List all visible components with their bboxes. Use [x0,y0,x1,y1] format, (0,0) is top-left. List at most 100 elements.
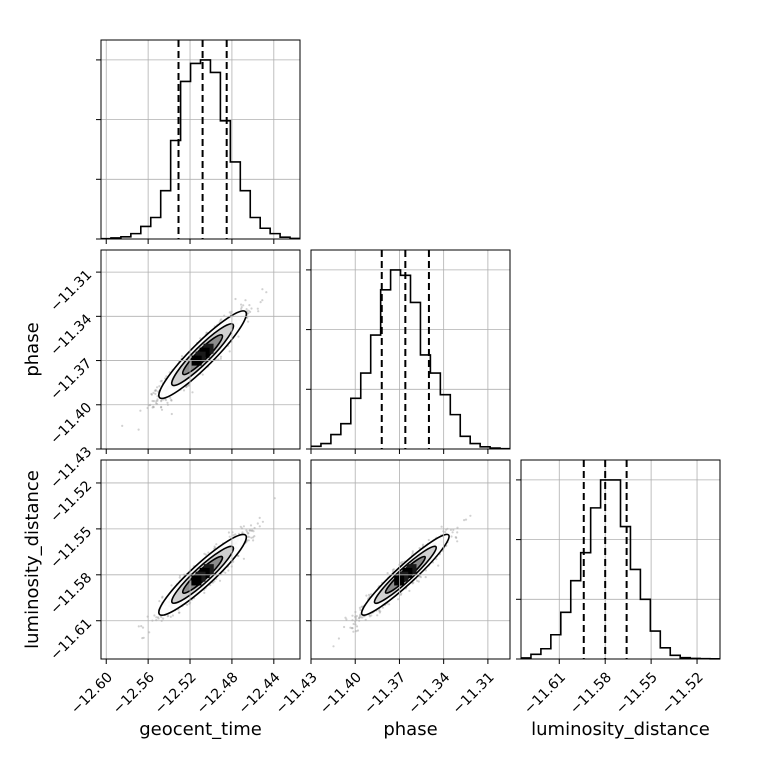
sample-point [153,389,156,392]
sample-point [228,535,231,538]
sample-point [219,357,222,360]
sample-point [247,532,250,535]
sample-point [227,569,230,572]
sample-point [379,610,382,613]
sample-point [368,615,371,618]
axes-frame [100,39,301,240]
sample-point [156,399,159,402]
sample-point [400,592,403,595]
sample-point [358,616,361,619]
sample-point [205,331,208,334]
sample-point [240,303,243,306]
sample-point [355,630,358,633]
sample-point [376,614,379,617]
sample-point [355,614,358,618]
sample-point [213,580,216,583]
sample-point [191,391,194,394]
scatter-panel-geocent_time-vs-luminosity_distance [96,459,301,664]
sample-point [215,543,218,546]
sample-point [455,536,458,540]
sample-point [160,379,163,382]
sample-point [232,534,235,537]
sample-point [378,609,381,612]
sample-point [360,616,363,619]
sample-point [469,514,472,517]
panel-content [121,288,268,431]
sample-point [349,626,352,629]
sample-point [257,310,260,313]
sample-point [265,291,268,294]
sample-point [158,385,161,388]
sample-point [367,593,371,596]
grid [101,460,300,659]
sample-point [186,603,189,606]
sample-point [169,615,172,619]
density-core-cell [191,575,202,586]
x-tick-label: −11.43 [273,669,321,717]
sample-point [391,568,394,572]
sample-point [219,319,222,322]
sample-point [361,616,364,619]
histogram-step [101,59,300,240]
sample-point [249,524,253,527]
sample-point [170,398,173,401]
sample-point [245,530,249,533]
sample-point [248,529,251,532]
sample-point [244,299,247,302]
sample-point [408,589,411,593]
sample-point [156,386,159,389]
y-tick-label: −11.58 [47,570,95,618]
sample-point [187,384,190,387]
sample-point [203,552,206,555]
sample-point [444,531,447,534]
sample-point [249,310,252,313]
sample-point [261,288,264,291]
sample-point [250,307,253,310]
axes-frame [310,459,511,660]
sample-point [378,611,381,614]
histogram-geocent_time [96,39,301,244]
panel-content [137,497,276,640]
sample-point [228,350,231,353]
sample-point [350,627,353,630]
sample-point [241,531,244,534]
sample-point [417,580,420,583]
sample-point [421,543,425,546]
sample-point [224,571,227,574]
sample-point [411,582,414,585]
panel-content [332,514,472,648]
sample-point [166,401,169,404]
sample-point [416,579,419,582]
sample-point [213,545,216,548]
sample-point [355,618,358,621]
sample-point [357,617,361,620]
y-tick-label: −11.34 [47,311,95,359]
sample-point [160,405,163,409]
sample-point [167,614,170,618]
sample-point [411,550,414,553]
sample-point [450,535,453,538]
sample-point [218,579,222,582]
sample-point [464,518,468,521]
sample-point [158,600,161,603]
grid [310,460,510,659]
sample-point [141,637,144,640]
sample-point [247,312,250,315]
sample-point [148,631,151,634]
sample-point [155,616,158,619]
x-tick-label: −11.55 [613,669,661,717]
sample-point [345,618,348,621]
sample-point [352,622,355,626]
y-axis-label-luminosity_distance: luminosity_distance [22,470,43,649]
histogram-luminosity_distance [516,459,721,664]
sample-point [121,424,124,427]
sample-point [435,558,438,561]
sample-point [399,561,402,565]
sample-point [332,645,335,648]
sample-point [159,380,162,383]
sample-point [358,606,361,610]
x-axis-label-luminosity_distance: luminosity_distance [531,719,710,740]
sample-point [219,355,223,358]
sample-point [211,581,215,584]
